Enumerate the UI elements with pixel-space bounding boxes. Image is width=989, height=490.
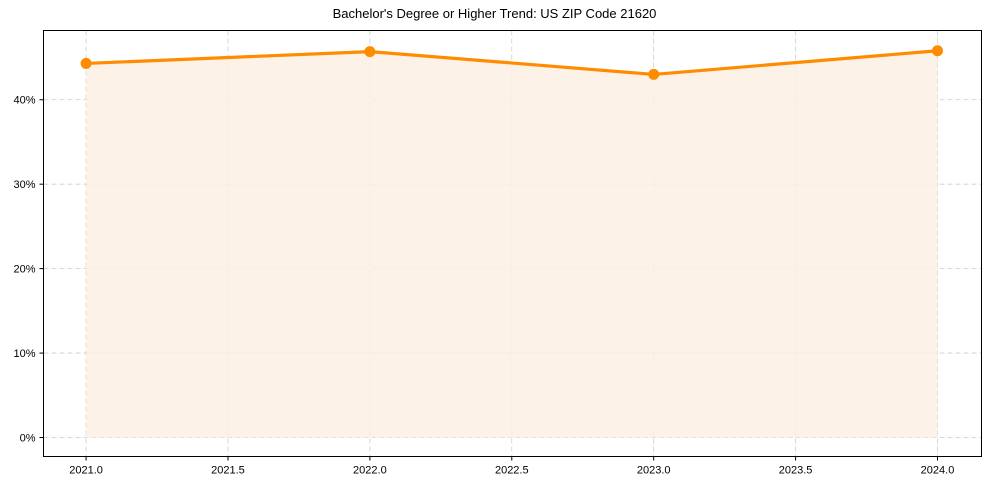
x-tick-label: 2022.5	[495, 465, 529, 477]
x-tick-label: 2023.5	[779, 465, 813, 477]
data-line	[86, 49, 938, 77]
y-tick-label: 30%	[13, 179, 35, 191]
data-markers	[80, 45, 944, 80]
plot-frame	[43, 30, 982, 457]
data-point	[80, 57, 92, 69]
x-tick-label: 2023.0	[637, 465, 671, 477]
data-point	[364, 46, 376, 58]
data-point	[932, 45, 944, 57]
y-tick-label: 20%	[13, 264, 35, 276]
x-tick-label: 2021.5	[211, 465, 245, 477]
chart-title: Bachelor's Degree or Higher Trend: US ZI…	[332, 6, 657, 21]
x-tick-label: 2021.0	[69, 465, 103, 477]
x-axis: 2021.0 2021.5 2022.0 2022.5 2023.0 2023.5 2024…	[69, 456, 955, 477]
y-tick-label: 40%	[13, 95, 35, 107]
x-tick-label: 2022.0	[353, 465, 387, 477]
data-point	[648, 68, 660, 80]
y-tick-label: 10%	[13, 348, 35, 360]
y-axis: 0% 10% 20% 30% 40%	[13, 95, 44, 445]
area-fill	[86, 50, 938, 438]
x-tick-label: 2024.0	[921, 465, 955, 477]
y-tick-label: 0%	[20, 433, 36, 445]
